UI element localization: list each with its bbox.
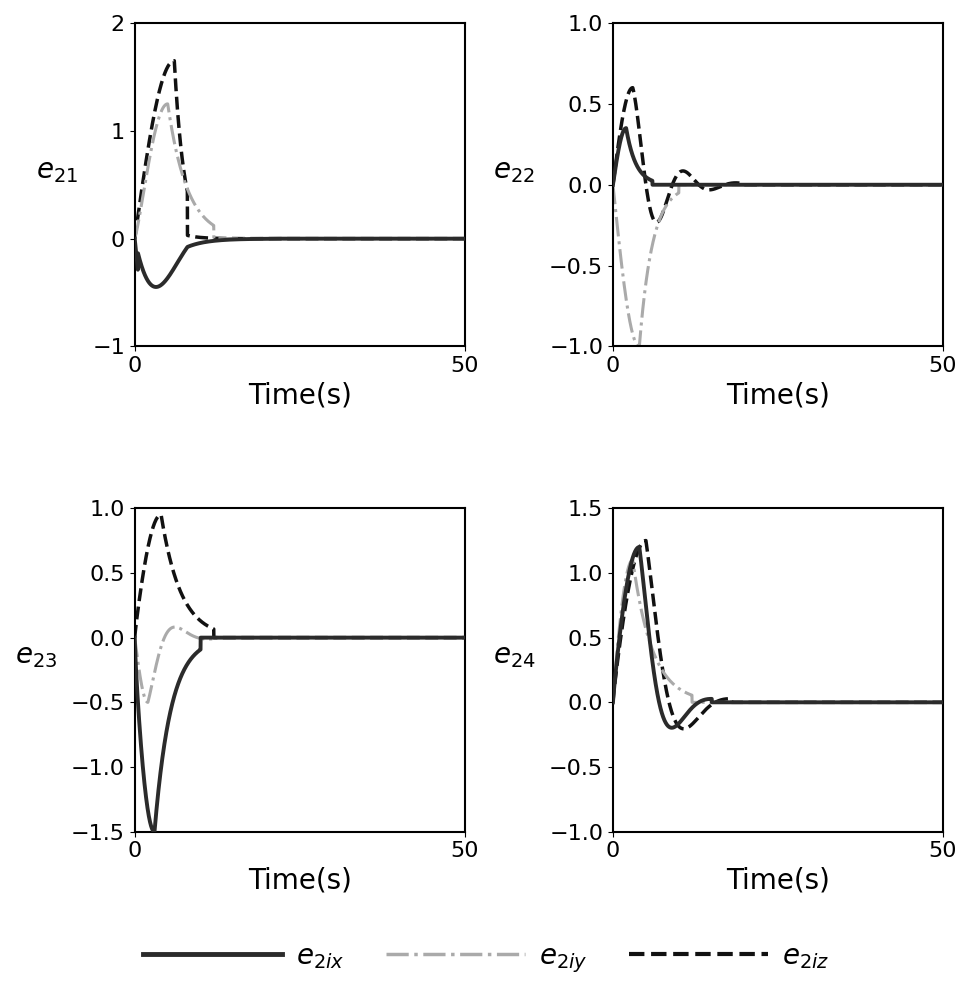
Y-axis label: $e_{22}$: $e_{22}$	[494, 157, 536, 185]
Legend: $e_{2ix}$, $e_{2iy}$, $e_{2iz}$: $e_{2ix}$, $e_{2iy}$, $e_{2iz}$	[132, 931, 840, 986]
Y-axis label: $e_{21}$: $e_{21}$	[37, 157, 79, 185]
X-axis label: Time(s): Time(s)	[726, 867, 830, 895]
X-axis label: Time(s): Time(s)	[726, 382, 830, 410]
Y-axis label: $e_{24}$: $e_{24}$	[493, 642, 536, 670]
X-axis label: Time(s): Time(s)	[248, 382, 352, 410]
X-axis label: Time(s): Time(s)	[248, 867, 352, 895]
Y-axis label: $e_{23}$: $e_{23}$	[15, 642, 57, 670]
